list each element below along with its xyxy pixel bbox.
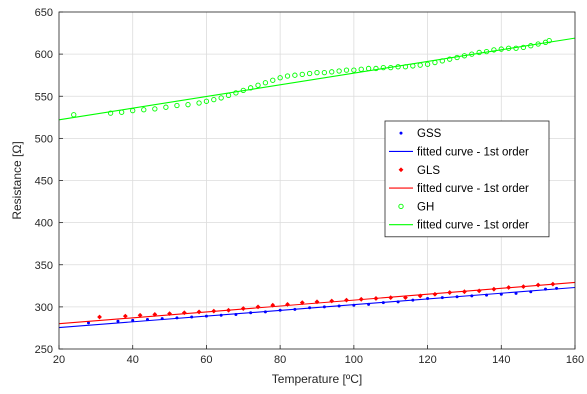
gh-point xyxy=(284,73,291,79)
legend-entry: GSS xyxy=(399,128,442,140)
x-tick-label: 20 xyxy=(53,354,65,366)
gls-point xyxy=(137,312,143,318)
gls-point xyxy=(97,314,102,320)
legend-entry: fitted curve - 1st order xyxy=(389,220,529,232)
gh-point xyxy=(321,70,328,76)
legend-marker-swatch xyxy=(399,131,403,135)
gss-point xyxy=(131,318,135,322)
y-tick-label: 550 xyxy=(35,91,53,103)
gh-point xyxy=(255,82,261,88)
gss-point xyxy=(86,321,90,325)
series-3-fitted-curve-1st-order xyxy=(58,281,576,325)
gh-point xyxy=(141,107,147,113)
gh-point xyxy=(196,100,202,106)
x-tick-label: 60 xyxy=(200,354,212,366)
x-tick-label: 80 xyxy=(274,354,286,366)
gh-point xyxy=(292,72,298,78)
legend-marker-swatch xyxy=(398,167,404,173)
legend-marker-swatch xyxy=(398,203,404,210)
fit-line-1 xyxy=(58,286,576,329)
gls-point xyxy=(314,299,320,305)
gls-point xyxy=(270,302,276,308)
x-tick-label: 160 xyxy=(566,354,584,366)
gh-point xyxy=(185,102,191,108)
gh-point xyxy=(373,65,379,72)
x-tick-label: 140 xyxy=(492,354,510,366)
legend-entry: fitted curve - 1st order xyxy=(389,183,529,195)
legend-entry: fitted curve - 1st order xyxy=(389,146,529,158)
gh-point xyxy=(520,44,527,51)
gh-point xyxy=(336,68,342,74)
x-axis-label: Temperature [ºC] xyxy=(272,372,362,386)
gh-point xyxy=(343,67,350,73)
gh-point xyxy=(277,75,283,81)
legend-label: fitted curve - 1st order xyxy=(417,183,529,195)
y-tick-label: 500 xyxy=(35,133,53,145)
gh-point xyxy=(203,98,210,104)
gh-point xyxy=(107,110,114,116)
series-5-fitted-curve-1st-order xyxy=(58,37,576,121)
legend-entry: GH xyxy=(398,201,434,213)
gh-point xyxy=(546,37,552,44)
gh-point xyxy=(424,61,431,67)
legend-box xyxy=(384,120,550,238)
gh-point xyxy=(491,47,497,53)
legend-label: GLS xyxy=(417,165,440,177)
gh-point xyxy=(306,70,313,77)
gh-point xyxy=(351,67,357,73)
legend-entry: GLS xyxy=(398,165,440,177)
gh-point xyxy=(163,104,169,110)
gh-point xyxy=(211,96,217,103)
legend-label: GSS xyxy=(417,128,442,140)
gh-point xyxy=(329,69,335,75)
fit-line-3 xyxy=(58,281,576,325)
gh-point xyxy=(262,80,269,86)
x-axis-ticks: 20 40 60 80 100 120 140 160 xyxy=(53,345,584,366)
gss-point xyxy=(116,319,120,323)
gls-point xyxy=(196,309,202,315)
y-axis-label: Resistance [Ω] xyxy=(10,141,24,219)
gh-point xyxy=(299,71,305,77)
gls-point xyxy=(122,313,128,319)
y-tick-label: 450 xyxy=(35,176,53,188)
legend-label: GH xyxy=(417,201,434,213)
gh-point xyxy=(174,102,180,109)
fit-line-5 xyxy=(58,37,576,121)
y-tick-label: 350 xyxy=(35,260,53,272)
x-tick-label: 40 xyxy=(127,354,139,366)
legend-label: fitted curve - 1st order xyxy=(417,146,529,158)
gh-point xyxy=(447,56,453,62)
series-layer xyxy=(58,37,576,329)
x-tick-label: 120 xyxy=(418,354,436,366)
legend: GSS fitted curve - 1st order GLS fitted cur… xyxy=(384,120,550,238)
y-tick-label: 650 xyxy=(35,7,53,19)
gh-point xyxy=(152,106,158,112)
y-tick-label: 250 xyxy=(35,344,53,356)
gh-point xyxy=(233,90,239,96)
y-axis-ticks: 250 300 350 400 450 500 550 600 650 xyxy=(35,7,63,356)
y-tick-label: 600 xyxy=(35,49,53,61)
legend-label: fitted curve - 1st order xyxy=(417,220,529,232)
series-1-fitted-curve-1st-order xyxy=(58,286,576,329)
gh-point xyxy=(270,77,276,83)
gls-point xyxy=(255,304,261,310)
gh-point xyxy=(218,95,224,101)
gh-point xyxy=(314,70,320,76)
y-tick-label: 300 xyxy=(35,302,53,314)
y-tick-label: 400 xyxy=(35,218,53,230)
x-tick-label: 100 xyxy=(345,354,363,366)
